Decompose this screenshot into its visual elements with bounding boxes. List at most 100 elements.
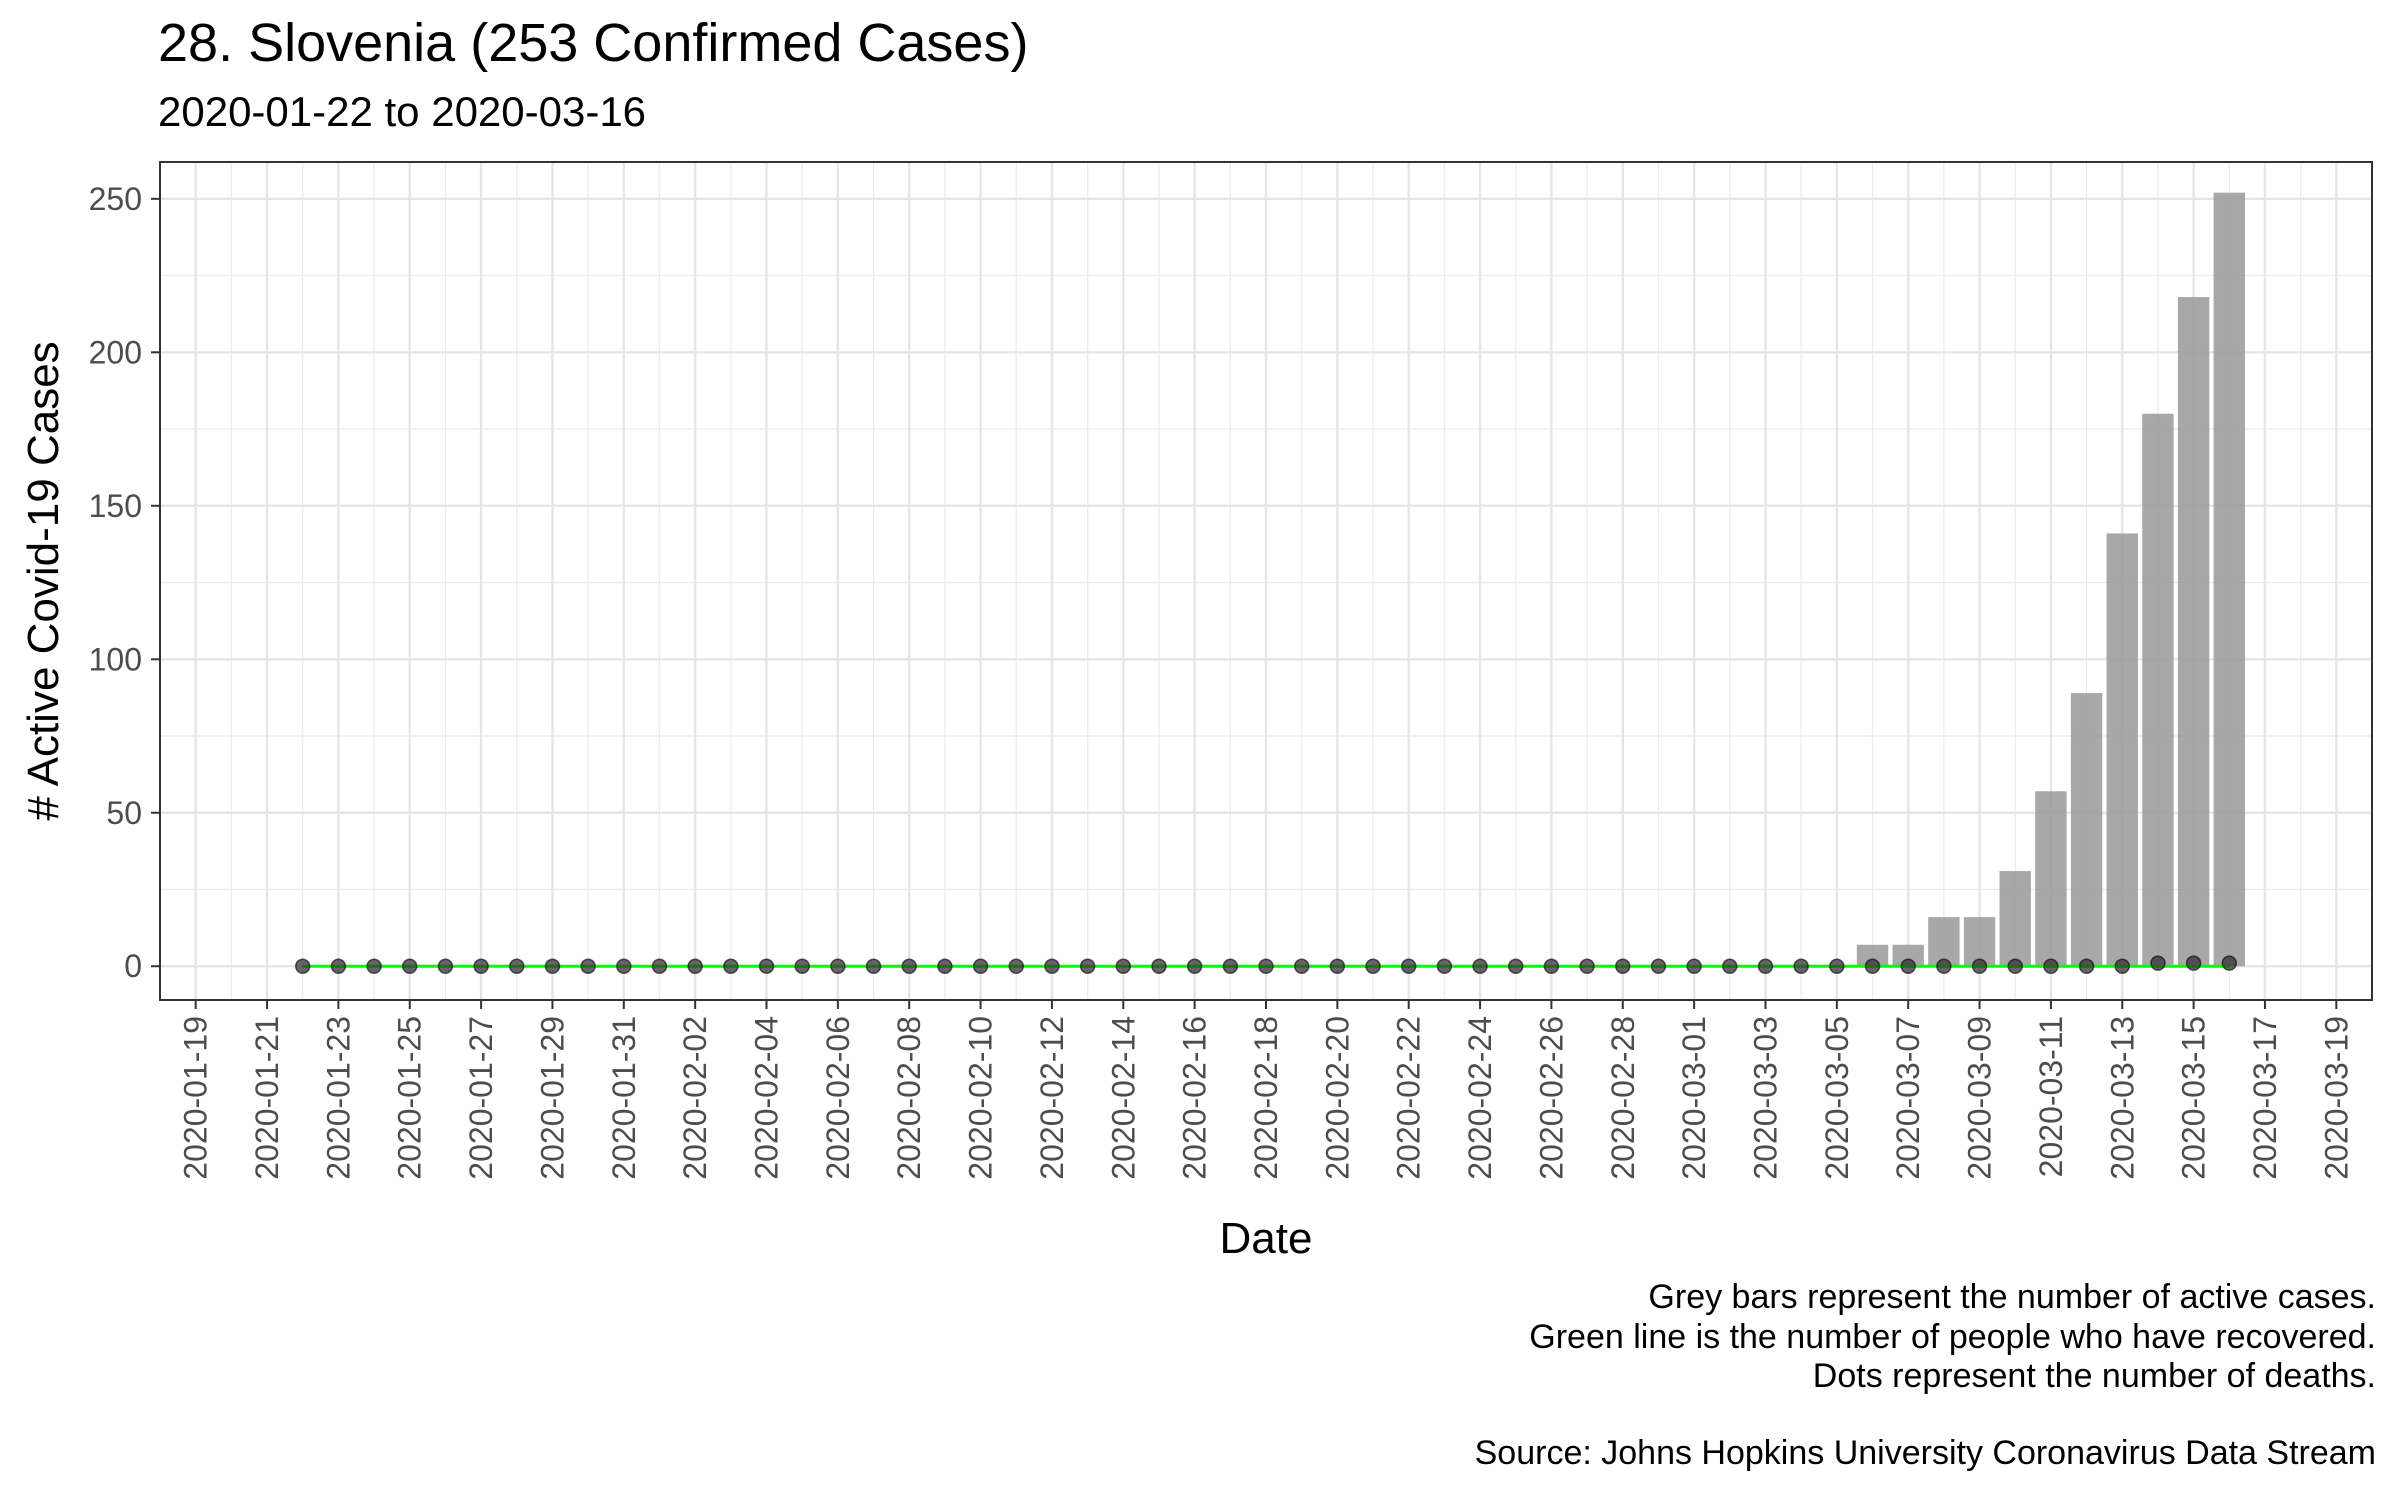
active-cases-bar xyxy=(1928,917,1960,967)
deaths-point xyxy=(437,958,454,974)
active-cases-bar xyxy=(2177,297,2210,967)
deaths-point xyxy=(1900,958,1916,974)
deaths-point xyxy=(330,958,347,974)
x-tick-label: 2020-02-28 xyxy=(1605,1016,1641,1180)
x-tick-label: 2020-02-06 xyxy=(820,1016,856,1180)
x-tick-label: 2020-03-03 xyxy=(1747,1016,1783,1180)
x-tick-label: 2020-02-02 xyxy=(677,1016,713,1180)
active-cases-bar xyxy=(1963,917,1996,967)
x-tick-label: 2020-02-22 xyxy=(1391,1016,1427,1180)
y-axis-title: # Active Covid-19 Cases xyxy=(19,341,68,820)
deaths-point xyxy=(616,958,632,974)
deaths-point xyxy=(1472,958,1488,974)
x-tick-label: 2020-02-26 xyxy=(1533,1016,1569,1180)
deaths-point xyxy=(2185,955,2202,971)
x-tick-label: 2020-03-13 xyxy=(2104,1016,2140,1180)
x-tick-label: 2020-02-20 xyxy=(1319,1016,1355,1180)
deaths-point xyxy=(2007,958,2023,974)
active-cases-bar xyxy=(2070,693,2103,967)
active-cases-bar xyxy=(2142,413,2174,967)
grid-lines xyxy=(160,162,2372,1000)
deaths-point xyxy=(1686,958,1702,974)
chart-subtitle: 2020-01-22 to 2020-03-16 xyxy=(158,88,647,135)
x-tick-label: 2020-01-21 xyxy=(249,1016,285,1180)
deaths-point xyxy=(865,958,882,974)
deaths-point xyxy=(1151,958,1167,974)
x-tick-label: 2020-02-10 xyxy=(963,1016,999,1180)
deaths-point xyxy=(1365,958,1381,974)
deaths-point xyxy=(1507,958,1524,974)
x-tick-label: 2020-02-24 xyxy=(1462,1016,1498,1180)
deaths-points xyxy=(294,955,2238,974)
active-cases-bar xyxy=(2035,791,2067,967)
x-tick-label: 2020-03-19 xyxy=(2318,1016,2354,1180)
deaths-point xyxy=(580,958,596,974)
deaths-point xyxy=(544,958,561,974)
deaths-point xyxy=(1971,958,1988,974)
deaths-point xyxy=(1864,958,1881,974)
deaths-point xyxy=(473,958,489,974)
deaths-point xyxy=(1008,958,1025,974)
y-tick-label: 250 xyxy=(89,181,142,217)
chart-caption: Grey bars represent the number of active… xyxy=(1529,1278,2376,1397)
x-tick-label: 2020-01-19 xyxy=(178,1016,214,1180)
deaths-point xyxy=(1579,958,1595,974)
x-tick-label: 2020-02-18 xyxy=(1248,1016,1284,1180)
y-tick-label: 200 xyxy=(89,334,142,370)
deaths-point xyxy=(1079,958,1096,974)
x-axis-title: Date xyxy=(1220,1214,1313,1263)
deaths-point xyxy=(937,958,953,974)
deaths-point xyxy=(1793,958,1809,974)
deaths-point xyxy=(2114,958,2131,974)
deaths-point xyxy=(294,958,311,974)
deaths-point xyxy=(2221,955,2238,971)
deaths-point xyxy=(2078,958,2095,974)
deaths-point xyxy=(1115,958,1132,974)
x-tick-label: 2020-03-15 xyxy=(2176,1016,2212,1180)
active-cases-bar xyxy=(1856,944,1889,967)
caption-line-recovered: Green line is the number of people who h… xyxy=(1529,1317,2376,1356)
caption-line-bars: Grey bars represent the number of active… xyxy=(1648,1278,2376,1316)
deaths-point xyxy=(1186,958,1203,974)
deaths-point xyxy=(1329,958,1346,974)
deaths-point xyxy=(1757,958,1774,974)
deaths-point xyxy=(366,958,382,974)
y-tick-label: 0 xyxy=(124,948,142,984)
deaths-point xyxy=(1829,958,1845,974)
deaths-point xyxy=(2150,955,2166,971)
x-tick-label: 2020-02-04 xyxy=(749,1016,785,1180)
deaths-point xyxy=(1615,958,1631,974)
y-tick-label: 50 xyxy=(106,795,142,831)
x-tick-label: 2020-02-14 xyxy=(1105,1016,1141,1180)
deaths-point xyxy=(1722,958,1738,974)
x-tick-label: 2020-01-23 xyxy=(320,1016,356,1180)
deaths-point xyxy=(687,958,703,974)
x-tick-label: 2020-01-25 xyxy=(392,1016,428,1180)
deaths-point xyxy=(1543,958,1560,974)
active-cases-bars xyxy=(1856,192,2245,967)
x-tick-label: 2020-02-12 xyxy=(1034,1016,1070,1180)
x-tick-label: 2020-02-08 xyxy=(891,1016,927,1180)
chart-title: 28. Slovenia (253 Confirmed Cases) xyxy=(158,13,1029,73)
deaths-point xyxy=(1222,958,1239,974)
x-tick-label: 2020-03-09 xyxy=(1962,1016,1998,1180)
x-axis: 2020-01-19 2020-01-21 2020-01-23 2020-01-25… xyxy=(178,1000,2354,1180)
y-tick-label: 150 xyxy=(89,488,142,524)
x-tick-label: 2020-03-11 xyxy=(2033,1016,2069,1177)
deaths-point xyxy=(401,958,418,974)
deaths-point xyxy=(1650,958,1667,974)
active-cases-bar xyxy=(2213,192,2245,967)
x-tick-label: 2020-03-01 xyxy=(1676,1016,1712,1180)
y-tick-label: 100 xyxy=(89,641,142,677)
source-note: Source: Johns Hopkins University Coronav… xyxy=(1474,1434,2376,1472)
deaths-point xyxy=(901,958,917,974)
x-tick-label: 2020-02-16 xyxy=(1177,1016,1213,1180)
x-tick-label: 2020-01-31 xyxy=(606,1016,642,1180)
deaths-point xyxy=(1044,958,1060,974)
deaths-point xyxy=(1436,958,1453,974)
deaths-point xyxy=(1293,958,1310,974)
deaths-point xyxy=(794,958,810,974)
deaths-point xyxy=(1400,958,1417,974)
x-tick-label: 2020-01-27 xyxy=(463,1016,499,1180)
